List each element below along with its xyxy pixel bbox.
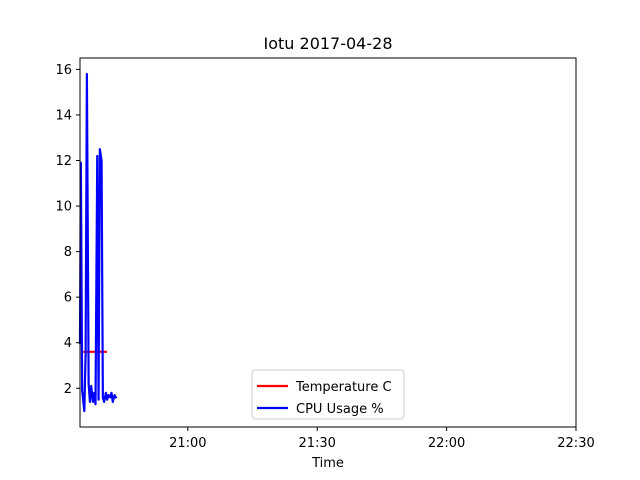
y-tick-label: 4	[64, 336, 72, 351]
x-axis: 21:00 21:30 22:00 22:30	[169, 427, 595, 451]
y-tick-label: 14	[55, 108, 72, 123]
x-tick-label: 21:00	[169, 436, 206, 451]
y-tick-label: 16	[55, 63, 72, 78]
plot-background	[80, 58, 576, 427]
legend-label-cpu: CPU Usage %	[296, 402, 384, 417]
y-tick-label: 2	[64, 382, 72, 397]
x-tick-label: 22:00	[428, 436, 465, 451]
chart-title: Iotu 2017-04-28	[264, 34, 393, 53]
y-axis: 2 4 6 8 10 12 14 16	[55, 63, 80, 397]
legend-frame	[251, 369, 405, 420]
plot-area	[78, 57, 577, 428]
plot-frame	[79, 57, 577, 428]
y-tick-label: 6	[64, 291, 72, 306]
x-tick-label: 21:30	[298, 436, 335, 451]
series-line-cpu-usage	[78, 72, 118, 413]
legend-label-temperature: Temperature C	[295, 380, 392, 395]
legend: Temperature C CPU Usage %	[251, 369, 405, 420]
y-tick-label: 8	[64, 245, 72, 260]
x-axis-label: Time	[311, 456, 344, 471]
y-tick-label: 12	[55, 154, 72, 169]
y-tick-label: 10	[55, 200, 72, 215]
series-layer	[78, 72, 118, 413]
x-tick-label: 22:30	[557, 436, 594, 451]
